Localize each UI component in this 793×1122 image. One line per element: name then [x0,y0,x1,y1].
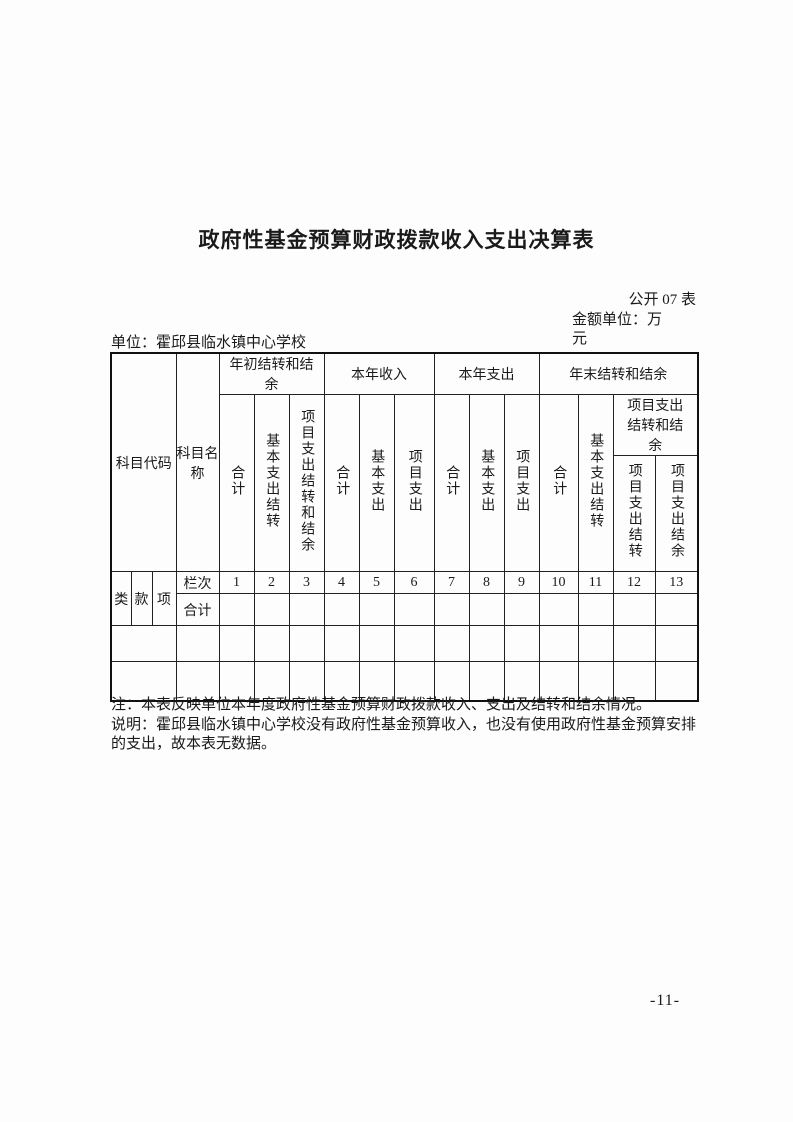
column-number: 7 [433,571,470,594]
header-code-class: 类 [110,571,132,626]
data-cell [433,593,470,626]
data-cell [654,661,699,701]
data-cell [288,661,325,701]
data-cell [433,625,470,662]
header-expense-project: 项目支出 [503,394,540,572]
header-yearend-project-carryover-balance: 项目支出结转和结余 [612,394,699,456]
header-column-index-label: 栏次 [175,571,220,594]
data-cell [323,625,360,662]
column-number: 4 [323,571,360,594]
note-line: 注：本表反映单位本年度政府性基金预算财政拨款收入、支出及结转和结余情况。 [111,697,652,713]
header-begin-basic-carryover: 基本支出结转 [253,394,290,572]
code-cell [110,661,177,701]
data-cell [654,625,699,662]
header-expense-total: 合计 [433,394,470,572]
code-cell [110,625,177,662]
data-cell [253,593,290,626]
data-cell [323,661,360,701]
column-number: 1 [218,571,255,594]
column-number: 2 [253,571,290,594]
column-number: 9 [503,571,540,594]
column-number: 10 [538,571,579,594]
data-cell [538,625,579,662]
column-number: 6 [393,571,435,594]
column-number: 12 [612,571,656,594]
name-cell [175,625,220,662]
data-cell [218,593,255,626]
column-number: 3 [288,571,325,594]
data-cell [253,661,290,701]
data-cell [358,593,395,626]
data-cell [612,661,656,701]
header-subject-name: 科目名称 [175,352,220,572]
column-number: 8 [468,571,505,594]
data-cell [577,593,614,626]
header-income-project: 项目支出 [393,394,435,572]
row-label-total: 合计 [175,593,220,626]
data-cell [358,661,395,701]
data-cell [393,661,435,701]
data-cell [538,593,579,626]
header-yearend-basic-carryover: 基本支出结转 [577,394,614,572]
data-cell [503,661,540,701]
data-cell [468,625,505,662]
data-cell [577,661,614,701]
page-number: -11- [650,992,681,1009]
page-title: 政府性基金预算财政拨款收入支出决算表 [198,229,595,252]
header-begin-total: 合计 [218,394,255,572]
header-yearend-project-balance: 项目支出结余 [654,455,699,572]
column-number: 11 [577,571,614,594]
org-unit-label: 单位：霍邱县临水镇中心学校 [111,335,307,351]
meta-block: 公开 07 表 金额单位：万元 [572,291,700,350]
data-cell [393,625,435,662]
data-cell [503,593,540,626]
data-cell [577,625,614,662]
amount-unit-label: 金额单位：万元 [572,311,663,348]
data-cell [503,625,540,662]
header-expense-basic: 基本支出 [468,394,505,572]
data-cell [393,593,435,626]
header-subject-code: 科目代码 [110,352,177,572]
data-cell [288,625,325,662]
data-cell [468,593,505,626]
data-cell [218,661,255,701]
table-code-label: 公开 07 表 [628,292,696,308]
data-cell [358,625,395,662]
footer-notes: 注：本表反映单位本年度政府性基金预算财政拨款收入、支出及结转和结余情况。 说明：… [111,696,709,755]
header-yearend-total: 合计 [538,394,579,572]
header-group-current-income: 本年收入 [323,352,435,395]
header-group-current-expenditure: 本年支出 [433,352,540,395]
data-cell [468,661,505,701]
header-code-item: 项 [151,571,177,626]
header-begin-project-carryover-balance: 项目支出结转和结余 [288,394,325,572]
data-cell [538,661,579,701]
data-cell [654,593,699,626]
group-label: 年初结转和结余 [229,358,314,393]
data-cell [612,625,656,662]
header-group-yearend-balance: 年末结转和结余 [538,352,699,395]
data-cell [253,625,290,662]
name-cell [175,661,220,701]
data-cell [323,593,360,626]
data-cell [612,593,656,626]
data-cell [218,625,255,662]
header-income-basic: 基本支出 [358,394,395,572]
header-income-total: 合计 [323,394,360,572]
explanation-line: 说明：霍邱县临水镇中心学校没有政府性基金预算收入，也没有使用政府性基金预算安排的… [111,716,697,753]
header-code-section: 款 [130,571,153,626]
column-number: 13 [654,571,699,594]
data-cell [288,593,325,626]
header-yearend-project-carryover: 项目支出结转 [612,455,656,572]
final-accounts-table: 科目代码 科目名称 年初结转和结余 本年收入 本年支出 年末结转和结余 合计 基… [110,352,700,702]
header-group-beginning-balance: 年初结转和结余 [218,352,325,395]
column-number: 5 [358,571,395,594]
data-cell [433,661,470,701]
